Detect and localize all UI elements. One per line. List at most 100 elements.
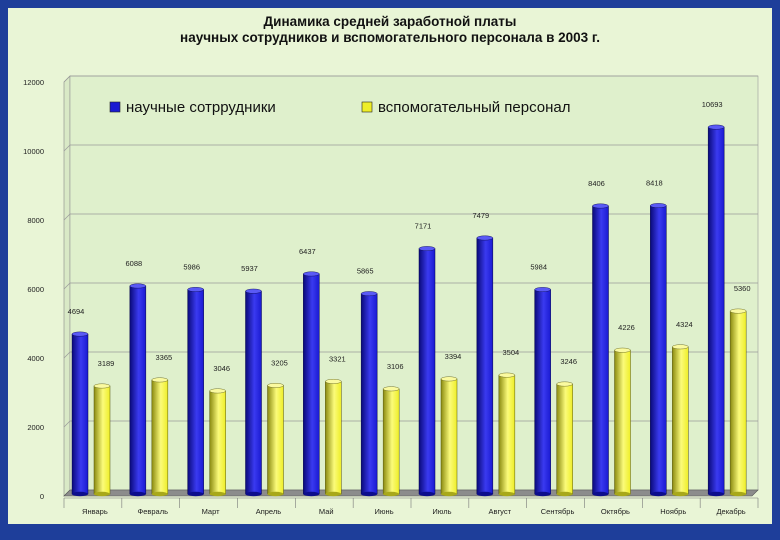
y-tick-label: 8000 (27, 216, 44, 225)
gridline-side (63, 144, 71, 152)
bar-cap (707, 124, 725, 130)
data-label-scientific: 10693 (702, 100, 723, 109)
data-label-support: 3046 (213, 364, 230, 373)
bar-cap (440, 376, 458, 382)
data-label-support: 4226 (618, 323, 635, 332)
bar-cap (303, 271, 320, 277)
bar-support (267, 385, 284, 495)
data-label-support: 4324 (676, 320, 693, 329)
bar-cap (498, 372, 516, 378)
bar-base (476, 491, 493, 497)
bar-base (303, 491, 320, 497)
bar-cap (187, 287, 204, 292)
legend-swatch-support (361, 101, 373, 113)
bar-cap (325, 379, 342, 384)
data-label-support: 3205 (271, 358, 288, 367)
data-label-scientific: 5865 (357, 267, 374, 276)
data-label-scientific: 5986 (183, 262, 200, 271)
y-tick-label: 2000 (27, 423, 44, 432)
legend-swatch-scientific (109, 101, 121, 113)
bar-base (209, 491, 226, 497)
bar-base (267, 491, 284, 497)
bar-base (730, 491, 747, 497)
bar-support (209, 390, 226, 495)
data-label-scientific: 6088 (125, 259, 142, 268)
x-tick-label: Октябрь (601, 507, 630, 516)
y-tick-label: 0 (40, 492, 44, 501)
bar-cap (382, 386, 400, 392)
gridline-side (63, 213, 71, 221)
bar-scientific (360, 293, 378, 495)
bar-base (592, 491, 609, 497)
bar-base (498, 491, 515, 497)
data-label-scientific: 4694 (68, 307, 85, 316)
bar-support (325, 381, 342, 495)
y-tick-label: 4000 (27, 354, 44, 363)
bar-base (72, 491, 88, 497)
bar-base (650, 491, 667, 497)
gridline-side (63, 282, 71, 290)
bar-scientific (534, 289, 551, 495)
x-tick-label: Ноябрь (660, 507, 686, 516)
x-tick-label: Июнь (375, 507, 394, 516)
bar-cap (209, 388, 226, 394)
x-tick-label: Июль (432, 507, 451, 516)
bar-support (556, 383, 573, 495)
bar-scientific (476, 237, 494, 495)
legend-label-scientific: научные сотррудники (126, 99, 276, 116)
bar-scientific (245, 290, 262, 495)
bar-cap (418, 246, 436, 252)
bar-cap (650, 203, 667, 208)
bar-base (383, 491, 400, 497)
bar-scientific (303, 273, 320, 495)
x-tick-label: Апрель (256, 507, 282, 516)
bar-support (672, 346, 689, 495)
bar-cap (151, 377, 169, 383)
x-tick-label: Март (202, 507, 221, 516)
bar-cap (360, 291, 378, 297)
bar-base (556, 491, 573, 497)
data-label-support: 3394 (445, 352, 462, 361)
bar-cap (672, 344, 689, 350)
data-label-support: 5360 (734, 284, 751, 293)
gridline-side (63, 351, 71, 359)
chart-title-line-2: научных сотрудников и вспомогательного п… (180, 30, 600, 45)
bar-scientific (129, 285, 147, 495)
bar-base (325, 491, 342, 497)
bar-base (361, 491, 378, 497)
data-label-scientific: 7171 (415, 222, 432, 231)
bar-support (382, 388, 400, 495)
data-label-scientific: 5937 (241, 264, 258, 273)
bar-cap (245, 288, 262, 294)
bar-scientific (707, 126, 725, 495)
bar-base (441, 491, 457, 497)
gridline-side (63, 420, 71, 428)
data-label-support: 3106 (387, 362, 404, 371)
bar-base (708, 491, 725, 497)
data-label-scientific: 8406 (588, 179, 605, 188)
data-label-scientific: 6437 (299, 247, 316, 256)
x-tick-label: Август (488, 507, 511, 516)
data-label-support: 3504 (502, 348, 519, 357)
bar-cap (592, 203, 609, 209)
x-tick-label: Декабрь (716, 507, 745, 516)
data-label-support: 3321 (329, 354, 346, 363)
bar-base (534, 491, 551, 497)
bar-base (151, 491, 168, 497)
chart-title: Динамика средней заработной платы научны… (8, 14, 772, 46)
y-tick-label: 10000 (23, 147, 44, 156)
x-tick-label: Май (319, 507, 334, 516)
x-tick-label: Сентябрь (541, 507, 575, 516)
bar-support (498, 374, 516, 495)
legend-label-support: вспомогательный персонал (378, 99, 571, 116)
data-label-support: 3365 (155, 353, 172, 362)
bar-base (94, 491, 110, 497)
data-label-scientific: 8418 (646, 179, 663, 188)
data-label-scientific: 5984 (530, 263, 547, 272)
bar-scientific (187, 289, 204, 495)
data-label-scientific: 7479 (472, 211, 489, 220)
bar-cap (71, 331, 89, 337)
bar-cap (476, 235, 494, 241)
bar-support (151, 379, 169, 495)
bar-cap (534, 287, 551, 292)
